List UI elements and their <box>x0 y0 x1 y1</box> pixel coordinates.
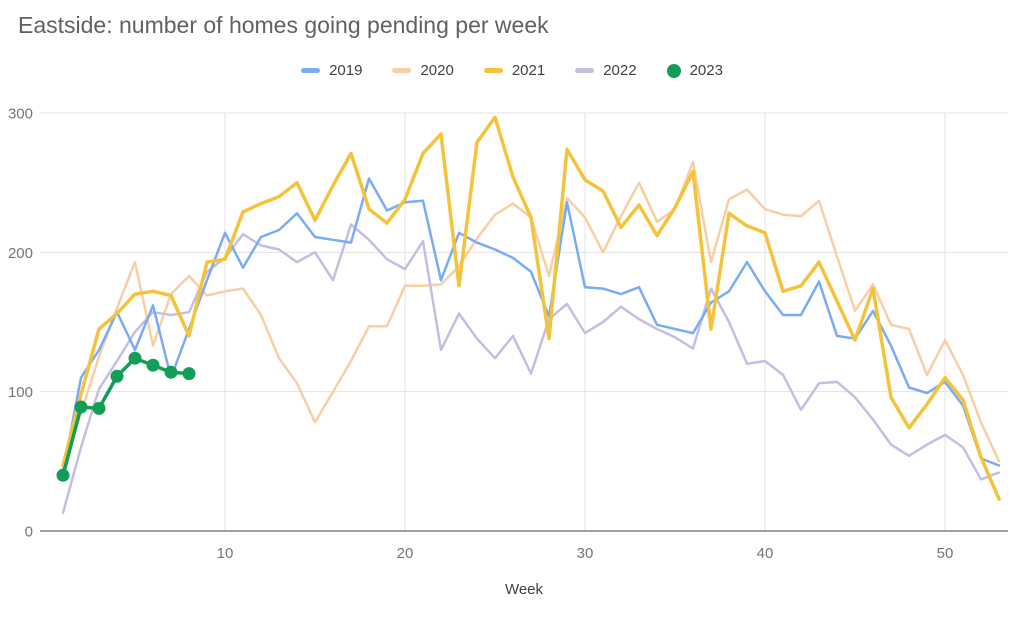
series-2022 <box>61 223 1001 515</box>
x-tick-50: 50 <box>937 545 954 562</box>
chart-title: Eastside: number of homes going pending … <box>18 12 549 38</box>
legend-swatch-2022 <box>575 68 595 73</box>
legend-label-2019: 2019 <box>329 62 363 79</box>
data-point-2023-week-5 <box>128 351 142 365</box>
data-point-2023-week-8 <box>182 367 196 381</box>
legend-item-2023[interactable]: 2023 <box>666 62 723 79</box>
data-point-2023-week-6 <box>146 358 160 372</box>
series-2023 <box>56 351 196 482</box>
y-tick-100: 100 <box>8 384 33 401</box>
legend-label-2020: 2020 <box>420 62 454 79</box>
data-point-2023-week-3 <box>92 401 106 415</box>
data-point-2023-week-7 <box>164 365 178 379</box>
data-point-2023-week-1 <box>56 468 70 482</box>
legend-label-2023: 2023 <box>689 62 723 79</box>
legend-swatch-2021 <box>483 68 503 73</box>
data-point-2023-week-4 <box>110 369 124 383</box>
data-point-2023-week-2 <box>74 400 88 414</box>
x-tick-20: 20 <box>397 545 414 562</box>
y-tick-200: 200 <box>8 245 33 262</box>
legend-item-2022[interactable]: 2022 <box>575 62 637 79</box>
legend-item-2019[interactable]: 2019 <box>301 62 362 79</box>
y-tick-0: 0 <box>25 524 33 541</box>
x-tick-10: 10 <box>217 545 234 562</box>
legend: 2019 2020 2021 2022 2023 <box>0 62 1024 79</box>
series-2021 <box>61 115 1001 501</box>
legend-swatch-2019 <box>301 68 321 73</box>
series-2019 <box>61 177 1001 474</box>
x-axis-title: Week <box>505 581 544 598</box>
legend-item-2021[interactable]: 2021 <box>483 62 546 79</box>
legend-swatch-2023 <box>666 63 681 78</box>
legend-label-2022: 2022 <box>603 62 637 79</box>
series-2020 <box>61 160 1001 470</box>
legend-label-2021: 2021 <box>511 62 546 79</box>
axis-tick-labels: 0 100 200 300 10 20 30 40 50 <box>8 106 953 563</box>
x-tick-30: 30 <box>577 545 594 562</box>
legend-swatch-2020 <box>392 68 412 73</box>
x-tick-40: 40 <box>757 545 774 562</box>
y-tick-300: 300 <box>8 106 33 123</box>
legend-item-2020[interactable]: 2020 <box>392 62 454 79</box>
